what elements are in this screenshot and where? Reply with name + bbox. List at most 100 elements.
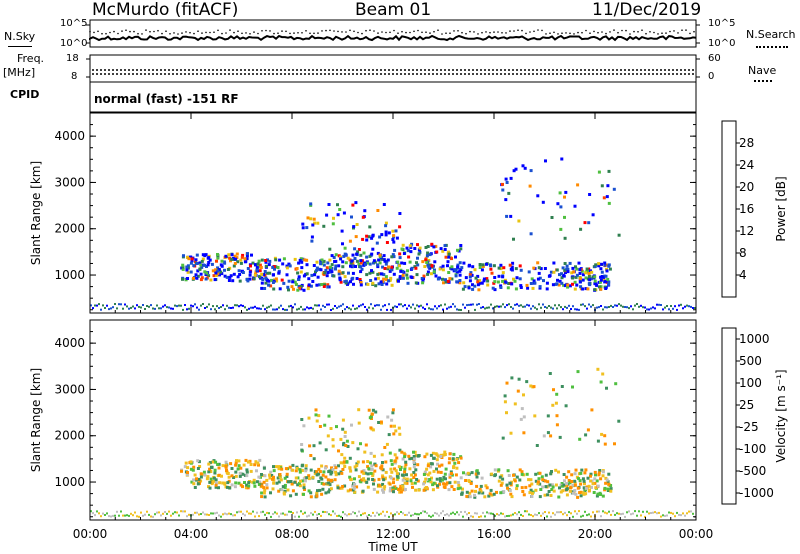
data-cell xyxy=(410,276,414,279)
data-cell xyxy=(460,491,464,495)
data-cell xyxy=(272,475,275,479)
data-cell xyxy=(305,263,309,267)
ground-scatter-cell xyxy=(244,514,246,517)
colorbar-tick-label: 500 xyxy=(739,354,762,368)
ground-scatter-cell xyxy=(368,514,370,516)
data-cell xyxy=(252,481,256,485)
data-cell xyxy=(617,419,621,423)
data-cell xyxy=(315,494,319,498)
data-cell xyxy=(511,261,515,265)
ground-scatter-cell xyxy=(558,304,560,307)
data-cell xyxy=(276,266,280,269)
data-cell xyxy=(321,487,325,491)
data-cell xyxy=(385,278,388,282)
ground-scatter-cell xyxy=(578,510,580,513)
data-cell xyxy=(386,267,390,271)
data-cell xyxy=(515,487,519,491)
data-cell xyxy=(328,258,332,262)
data-cell xyxy=(394,229,398,233)
date-title: 11/Dec/2019 xyxy=(592,0,702,20)
ground-scatter-cell xyxy=(642,510,644,513)
data-cell xyxy=(403,470,407,474)
data-cell xyxy=(393,467,397,471)
data-cell xyxy=(499,483,503,487)
ground-scatter-cell xyxy=(436,512,438,515)
noise-search-dot xyxy=(393,29,395,32)
ground-scatter-cell xyxy=(492,512,494,515)
ground-scatter-cell xyxy=(586,514,588,517)
data-cell xyxy=(334,473,338,477)
ground-scatter-cell xyxy=(336,306,338,309)
data-cell xyxy=(436,470,440,474)
data-cell xyxy=(317,467,321,471)
ground-scatter-cell xyxy=(192,305,194,308)
ground-scatter-cell xyxy=(420,304,422,307)
data-cell xyxy=(278,475,282,479)
ground-scatter-cell xyxy=(546,515,548,518)
data-cell xyxy=(415,478,419,481)
data-cell xyxy=(459,247,463,251)
data-cell xyxy=(438,479,442,483)
ground-scatter-cell xyxy=(534,306,536,309)
noise-search-dot xyxy=(493,31,495,33)
data-cell xyxy=(425,467,429,471)
data-cell xyxy=(208,480,212,484)
data-cell xyxy=(214,481,218,485)
data-cell xyxy=(209,278,213,282)
data-cell xyxy=(520,407,524,411)
data-cell xyxy=(573,472,577,476)
noise-search-dot xyxy=(169,33,171,35)
ground-scatter-cell xyxy=(242,304,244,307)
data-cell xyxy=(554,401,558,405)
data-cell xyxy=(186,471,189,474)
data-cell xyxy=(192,276,195,280)
ground-scatter-cell xyxy=(166,512,168,515)
noise-search-dot xyxy=(361,32,363,35)
ground-scatter-cell xyxy=(584,510,586,513)
data-cell xyxy=(271,281,275,284)
data-cell xyxy=(527,270,531,274)
data-cell xyxy=(378,255,382,259)
data-cell xyxy=(384,470,388,474)
data-cell xyxy=(260,491,264,495)
ground-scatter-cell xyxy=(220,515,222,518)
data-cell xyxy=(281,262,285,266)
data-cell xyxy=(387,231,391,235)
data-cell xyxy=(315,491,319,495)
data-cell xyxy=(366,485,370,489)
ground-scatter-cell xyxy=(638,510,640,513)
ground-scatter-cell xyxy=(302,308,304,311)
data-cell xyxy=(274,258,278,262)
ground-scatter-cell xyxy=(408,304,410,307)
data-cell xyxy=(287,262,291,266)
data-cell xyxy=(210,482,214,486)
noise-search-dot xyxy=(389,31,391,34)
noise-search-dot xyxy=(629,33,631,35)
ground-scatter-cell xyxy=(496,513,498,516)
ground-scatter-cell xyxy=(126,305,128,308)
data-cell xyxy=(377,282,381,286)
data-cell xyxy=(458,486,462,490)
data-cell xyxy=(447,271,451,274)
data-cell xyxy=(268,476,272,480)
data-cell xyxy=(432,469,436,473)
ground-scatter-cell xyxy=(104,514,106,516)
data-cell xyxy=(312,217,316,221)
data-cell xyxy=(458,273,462,277)
data-cell xyxy=(334,264,338,268)
data-cell xyxy=(287,279,291,283)
data-cell xyxy=(575,283,579,287)
ground-scatter-cell xyxy=(640,514,642,517)
data-cell xyxy=(444,255,448,259)
ground-scatter-cell xyxy=(318,513,320,515)
data-cell xyxy=(428,253,432,257)
noise-search-dot xyxy=(661,32,663,34)
ground-scatter-cell xyxy=(556,511,558,514)
data-cell xyxy=(468,263,471,267)
noise-search-dot xyxy=(357,31,359,34)
data-cell xyxy=(593,275,597,279)
data-cell xyxy=(234,470,238,474)
data-cell xyxy=(295,267,299,270)
ground-scatter-cell xyxy=(92,512,94,515)
data-cell xyxy=(189,261,193,265)
